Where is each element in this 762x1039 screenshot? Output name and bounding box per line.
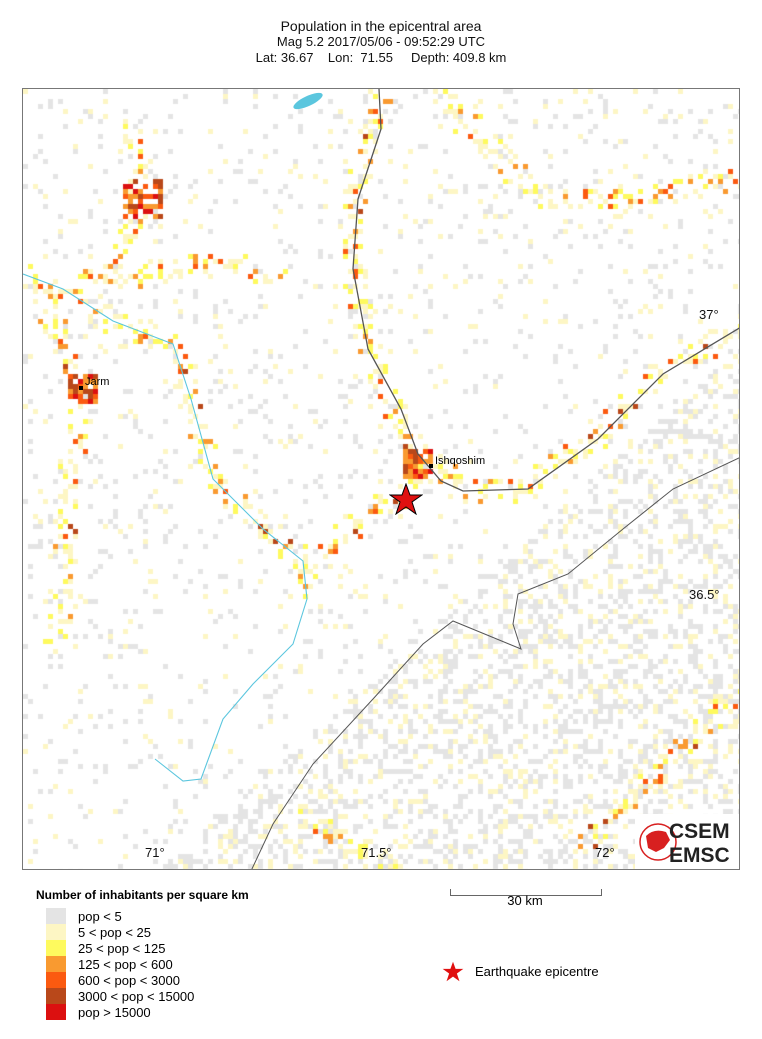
legend-title: Number of inhabitants per square km: [36, 888, 249, 902]
epicentre-legend-label: Earthquake epicentre: [475, 964, 599, 979]
legend-item: 600 < pop < 3000: [46, 972, 180, 988]
legend-swatch: [46, 1004, 66, 1020]
legend-swatch: [46, 940, 66, 956]
legend-item: 5 < pop < 25: [46, 924, 151, 940]
legend-label: pop > 15000: [78, 1004, 151, 1020]
tick-lon-71-5: 71.5°: [361, 845, 392, 860]
legend-swatch: [46, 924, 66, 940]
place-label-ishqoshim[interactable]: Ishqoshim: [435, 455, 486, 467]
river-panj: [352, 89, 739, 492]
scale-bar: [450, 889, 602, 896]
lake: [293, 92, 323, 110]
legend-swatch: [46, 956, 66, 972]
title: Population in the epicentral area: [280, 18, 482, 34]
river-kokcha: [23, 273, 308, 782]
legend-item: 3000 < pop < 15000: [46, 988, 194, 1004]
epicentre-star-icon[interactable]: [389, 483, 423, 515]
legend-swatch: [46, 908, 66, 924]
place-label-jarm[interactable]: Jarm: [85, 376, 110, 388]
legend-item: pop < 5: [46, 908, 122, 924]
place-marker: [429, 464, 433, 468]
legend-label: 5 < pop < 25: [78, 924, 152, 940]
legend-label: 125 < pop < 600: [78, 956, 173, 972]
place-marker: [79, 386, 83, 390]
tick-lon-72: 72°: [595, 845, 615, 860]
legend-item: 125 < pop < 600: [46, 956, 173, 972]
legend-item: pop > 15000: [46, 1004, 151, 1020]
epicentre-legend-star-icon: [442, 961, 464, 982]
legend-item: 25 < pop < 125: [46, 940, 165, 956]
legend-swatch: [46, 988, 66, 1004]
emsc-logo: CSEM EMSC: [635, 814, 739, 869]
legend-label: 3000 < pop < 15000: [78, 988, 195, 1004]
border-line: [251, 457, 739, 869]
globe-icon: [639, 823, 677, 861]
tick-lon-71: 71°: [145, 845, 165, 860]
population-map[interactable]: 71° 71.5° 72° 37° 36.5° Jarm Ishqoshim C…: [22, 88, 740, 870]
legend-swatch: [46, 972, 66, 988]
map-overlay: [23, 89, 739, 869]
logo-bottom: EMSC: [669, 844, 730, 867]
scale-label: 30 km: [507, 893, 543, 908]
legend-label: 25 < pop < 125: [78, 940, 166, 956]
subtitle-event: Mag 5.2 2017/05/06 - 09:52:29 UTC: [276, 34, 486, 49]
tick-lat-36-5: 36.5°: [689, 587, 720, 602]
population-raster: [23, 89, 739, 869]
tick-lat-37: 37°: [699, 307, 719, 322]
legend-label: pop < 5: [78, 908, 122, 924]
logo-top: CSEM: [669, 820, 730, 843]
subtitle-location: Lat: 36.67 Lon: 71.55 Depth: 409.8 km: [255, 50, 507, 65]
legend-label: 600 < pop < 3000: [78, 972, 180, 988]
